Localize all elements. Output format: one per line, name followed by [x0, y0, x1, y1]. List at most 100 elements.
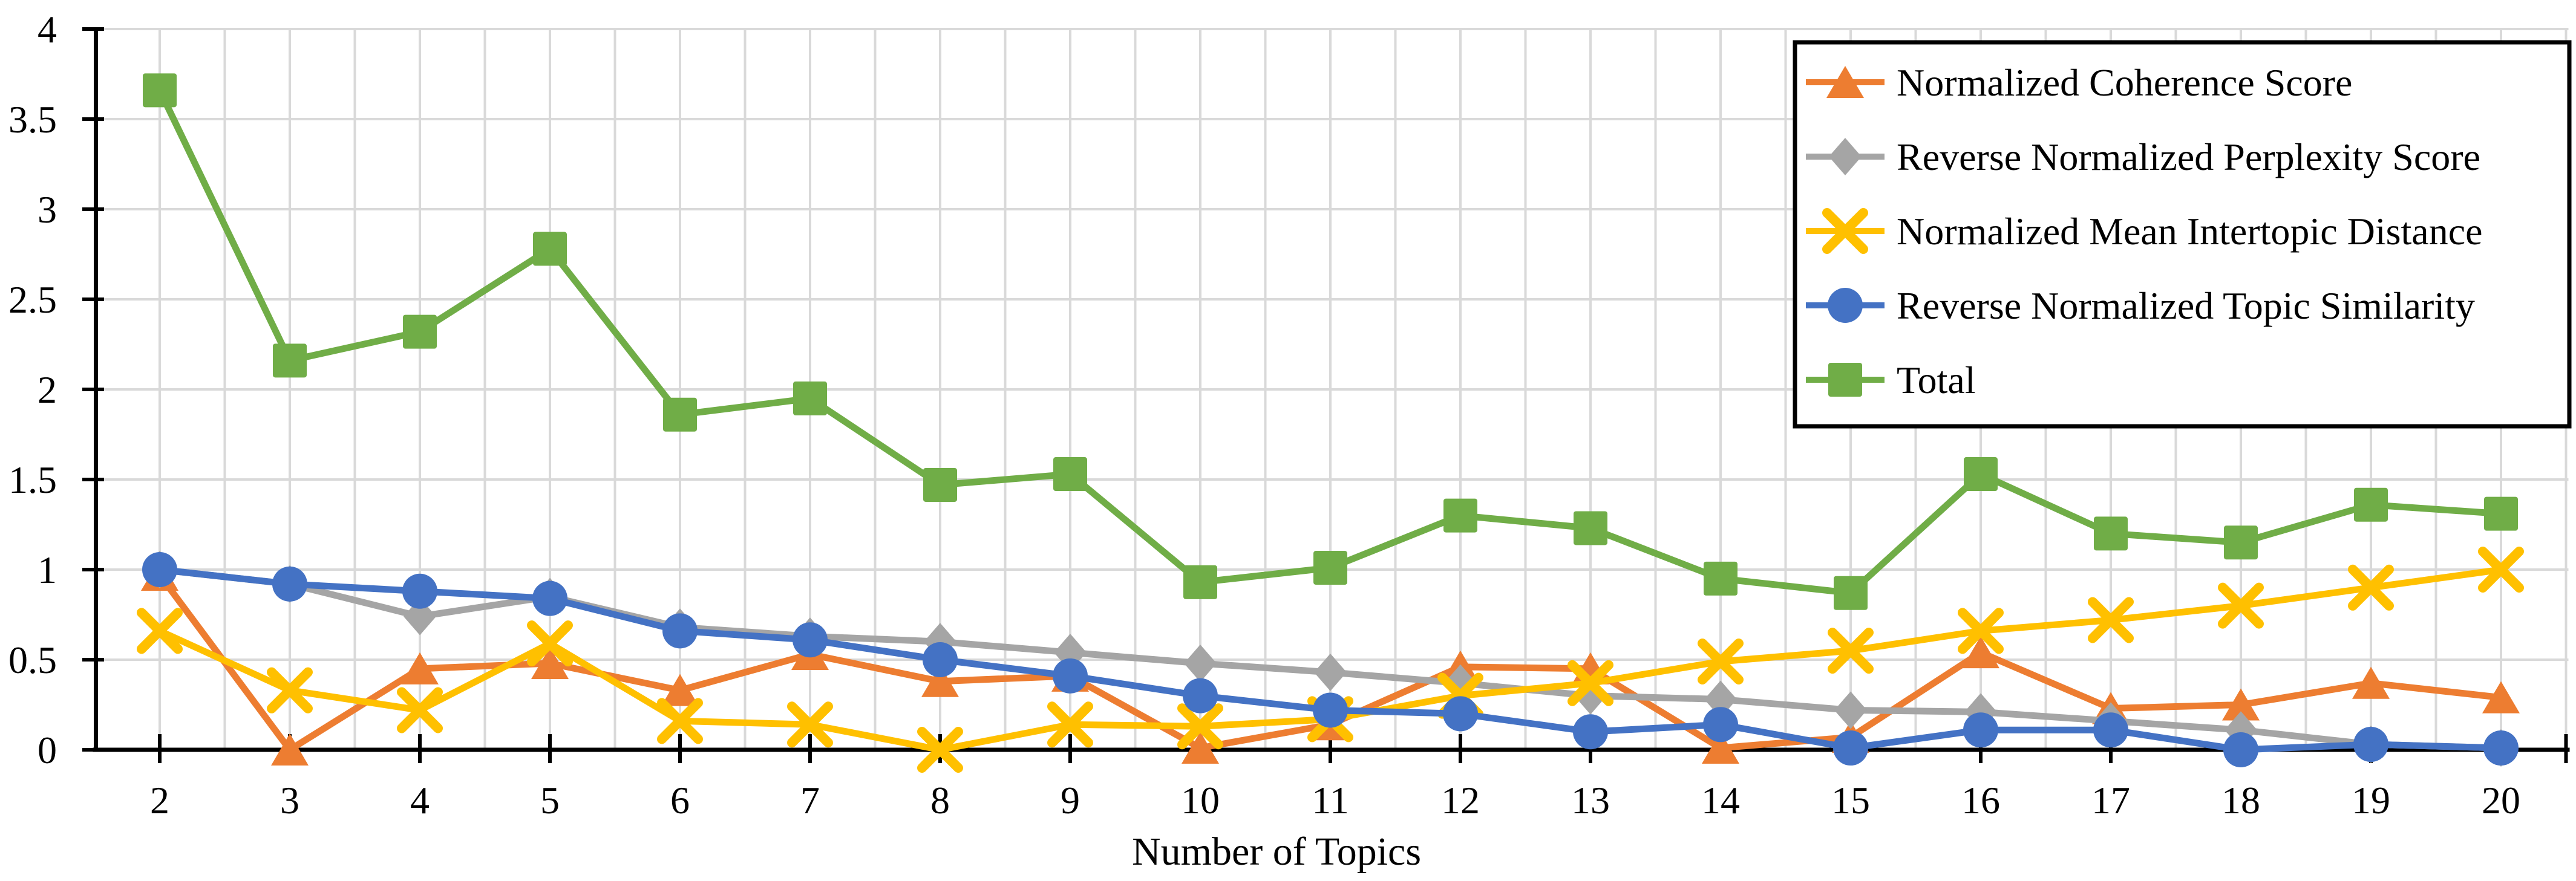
legend-label: Reverse Normalized Perplexity Score	[1897, 135, 2480, 178]
x-marker	[1822, 208, 1868, 254]
x-tick-label: 9	[1061, 779, 1080, 822]
x-marker	[787, 701, 833, 748]
x-tick-label: 4	[410, 779, 430, 822]
x-tick-label: 12	[1441, 779, 1480, 822]
x-marker	[1828, 628, 1874, 674]
diamond-marker	[1314, 653, 1347, 691]
legend-entry: Reverse Normalized Perplexity Score	[1806, 135, 2480, 178]
square-marker	[1443, 498, 1477, 533]
square-marker	[2094, 516, 2128, 551]
x-marker	[1568, 660, 1613, 706]
circle-marker	[532, 580, 567, 616]
circle-marker	[1573, 714, 1608, 750]
square-marker	[2224, 525, 2258, 560]
x-tick-label: 3	[280, 779, 299, 822]
y-tick-label: 1.5	[8, 458, 57, 501]
square-marker	[1053, 457, 1087, 492]
x-tick-label: 8	[930, 779, 950, 822]
x-tick-label: 10	[1181, 779, 1220, 822]
x-marker	[1047, 701, 1093, 748]
square-marker	[1834, 576, 1868, 610]
x-axis-title: Number of Topics	[1132, 830, 1421, 874]
legend-label: Normalized Coherence Score	[1897, 61, 2352, 104]
legend-box	[1793, 40, 2572, 429]
triangle-marker	[271, 733, 309, 766]
x-marker	[2478, 547, 2524, 593]
x-marker	[2218, 582, 2264, 629]
circle-marker	[1183, 678, 1218, 714]
x-tick-label: 6	[670, 779, 690, 822]
x-marker	[137, 608, 183, 654]
legend-label: Normalized Mean Intertopic Distance	[1897, 210, 2483, 253]
circle-marker	[402, 573, 437, 609]
x-tick-label: 18	[2221, 779, 2260, 822]
square-marker	[143, 73, 177, 108]
x-marker	[527, 620, 573, 667]
x-marker	[657, 698, 703, 744]
legend-entry: Normalized Coherence Score	[1806, 61, 2352, 104]
y-tick-label: 3	[38, 188, 57, 231]
x-tick-label: 17	[2091, 779, 2130, 822]
x-marker	[2088, 597, 2134, 643]
x-tick-label: 5	[540, 779, 560, 822]
series-reverse-normalized-topic-similarity	[142, 552, 2519, 767]
circle-marker	[1828, 288, 1863, 323]
diamond-marker	[404, 597, 436, 636]
triangle-marker	[401, 652, 439, 684]
circle-marker	[1703, 707, 1738, 743]
circle-marker	[272, 566, 307, 602]
diamond-marker	[1829, 138, 1862, 175]
x-marker	[2348, 564, 2394, 611]
y-tick-label: 2.5	[8, 278, 57, 321]
square-marker	[273, 343, 307, 378]
x-tick-label: 15	[1831, 779, 1870, 822]
legend-label: Reverse Normalized Topic Similarity	[1897, 284, 2475, 327]
x-tick-label: 19	[2352, 779, 2390, 822]
axis-labels: 0 0.5 1 1.5 2 2.5 3 3.5 4 2 3 4 5 6 7 8 9 10 11 12 13 14 15 16 1…	[8, 8, 2520, 874]
x-tick-label: 14	[1701, 779, 1740, 822]
circle-marker	[793, 622, 828, 658]
triangle-marker	[1702, 732, 1739, 764]
x-marker	[397, 687, 443, 733]
triangle-marker	[2222, 688, 2260, 721]
triangle-marker	[2352, 666, 2390, 699]
circle-marker	[1443, 696, 1478, 732]
circle-marker	[142, 552, 177, 587]
legend-entry: Reverse Normalized Topic Similarity	[1806, 284, 2475, 327]
legend: Normalized Coherence Score Reverse Normal…	[1793, 40, 2572, 429]
circle-marker	[1313, 692, 1348, 728]
square-marker	[1828, 363, 1862, 397]
series-total	[143, 73, 2518, 610]
y-tick-label: 0.5	[8, 639, 57, 681]
circle-marker	[923, 642, 958, 677]
y-tick-label: 3.5	[8, 98, 57, 141]
square-marker	[403, 314, 437, 349]
x-tick-label: 7	[800, 779, 820, 822]
triangle-marker	[2482, 681, 2520, 714]
legend-label: Total	[1897, 359, 1976, 401]
circle-marker	[1053, 658, 1088, 694]
square-marker	[1704, 561, 1737, 596]
y-tick-label: 4	[38, 8, 57, 51]
x-marker	[267, 667, 313, 714]
triangle-marker	[661, 674, 699, 706]
y-tick-label: 1	[38, 548, 57, 591]
diamond-marker	[1184, 644, 1217, 682]
x-tick-label: 11	[1312, 779, 1349, 822]
square-marker	[1574, 511, 1607, 545]
square-marker	[1183, 565, 1217, 599]
square-marker	[1313, 551, 1347, 585]
circle-marker	[662, 613, 698, 649]
legend-entry: Normalized Mean Intertopic Distance	[1806, 208, 2483, 254]
x-marker	[1177, 703, 1223, 750]
square-marker	[2354, 487, 2388, 522]
x-marker	[1958, 608, 2004, 654]
diamond-marker	[1704, 680, 1737, 718]
triangle-marker	[1962, 636, 1999, 669]
square-marker	[923, 467, 957, 502]
triangle-marker	[921, 665, 959, 697]
circle-marker	[2093, 712, 2128, 748]
triangle-marker	[1182, 732, 1219, 764]
